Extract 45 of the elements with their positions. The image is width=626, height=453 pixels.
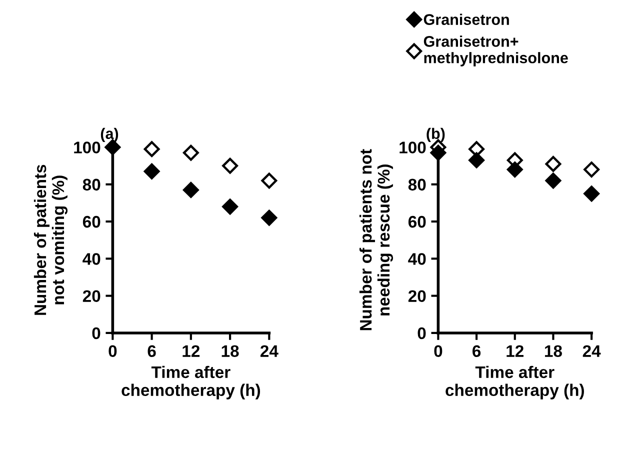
y-tick-label: 0: [92, 327, 100, 340]
x-tick-label: 24: [260, 345, 278, 357]
point: [430, 144, 446, 161]
y-tick-label: 40: [408, 253, 426, 265]
y-tick-label: 80: [82, 178, 100, 191]
y-tick-label: 100: [74, 142, 100, 154]
point: [144, 163, 160, 180]
x-tick-label: 6: [148, 345, 156, 358]
point: [261, 172, 278, 189]
y-tick-label: 60: [408, 216, 426, 228]
legend-label: Granisetron: [424, 14, 509, 25]
y-tick-label: 60: [82, 216, 100, 228]
x-tick-label: 0: [108, 345, 117, 358]
x-tick-label: 6: [472, 345, 481, 358]
y-axis-title: Number of patients not vomiting (%): [34, 164, 68, 315]
y-tick-label: 0: [418, 327, 426, 340]
point: [261, 210, 278, 226]
point: [468, 152, 485, 168]
point: [222, 198, 238, 215]
chart-title: (a): [100, 128, 118, 142]
y-tick-label: 20: [408, 290, 426, 302]
y-tick-label: 20: [82, 290, 100, 302]
point: [545, 156, 562, 172]
point: [182, 144, 199, 161]
x-axis-title: Time after chemotherapy (h): [446, 366, 584, 400]
y-tick-label: 100: [400, 142, 426, 154]
legend-label: Granisetron+ methylprednisolone: [424, 36, 568, 66]
x-tick-label: 12: [182, 345, 200, 357]
y-tick-label: 80: [408, 178, 426, 191]
x-tick-label: 18: [222, 345, 239, 358]
point: [584, 162, 600, 178]
x-tick-label: 12: [506, 345, 524, 357]
point: [182, 182, 199, 198]
x-tick-label: 18: [545, 345, 562, 358]
x-axis-title: Time after chemotherapy (h): [122, 366, 260, 400]
point: [222, 158, 238, 174]
point: [506, 162, 523, 178]
y-tick-label: 40: [82, 253, 100, 265]
chart-title: (b): [426, 128, 445, 142]
x-tick-label: 0: [434, 345, 442, 358]
x-tick-label: 24: [582, 345, 601, 357]
point: [584, 186, 600, 202]
point: [545, 172, 562, 189]
point: [144, 141, 160, 158]
y-axis-title: Number of patients not needing rescue (%): [359, 149, 394, 330]
